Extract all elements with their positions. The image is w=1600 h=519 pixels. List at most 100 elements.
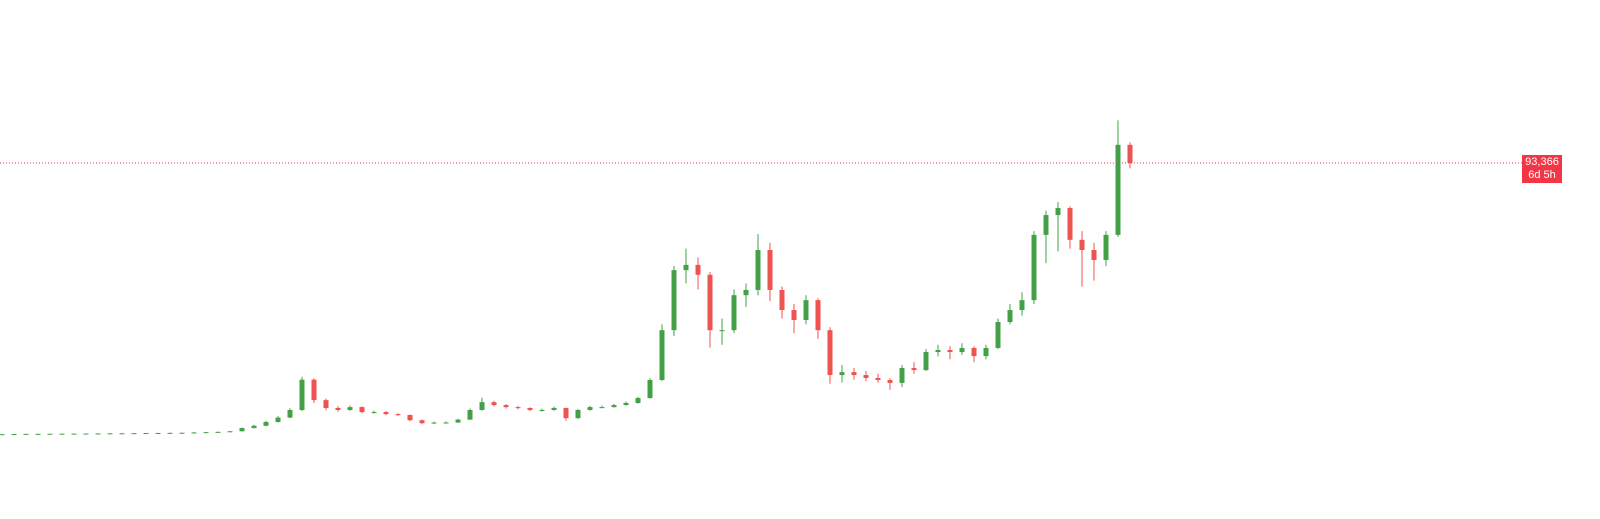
candle-body [767,250,773,290]
candle-body [599,407,605,409]
candle-body [191,432,197,434]
candle-body [791,310,797,320]
candle-body [1067,208,1073,240]
candle-body [95,433,101,435]
candle-body [275,417,281,422]
candle-body [215,431,221,433]
candle-body [371,412,377,414]
candle-body [803,300,809,320]
candles [0,120,1133,436]
candle-body [1115,144,1121,235]
candle-body [107,433,113,435]
candle-body [503,405,509,408]
candle-body [683,264,689,271]
countdown-label: 6d 5h [1528,169,1556,181]
candle-body [1055,208,1061,216]
candle-body [143,433,149,435]
candle-body [923,352,929,371]
candle-body [455,419,461,423]
candle-body [323,400,329,408]
candle-body [479,402,485,411]
candle-body [347,407,353,411]
candle-body [47,433,53,435]
candle-body [863,375,869,378]
candle-body [947,349,953,353]
last-price-box [1522,154,1562,183]
candle-body [287,410,293,418]
candle-body [419,420,425,424]
candle-body [539,410,545,412]
candle-body [695,264,701,275]
candle-body [251,425,257,429]
candle-body [1019,300,1025,311]
candle-body [407,414,413,421]
candle-body [71,433,77,435]
candle-body [263,421,269,426]
candle-body [707,274,713,331]
candle-body [575,410,581,419]
candle-body [1091,250,1097,260]
candle-body [119,433,125,435]
candle-body [887,379,893,383]
candle-body [23,433,29,435]
candle-body [851,372,857,376]
candle-body [827,330,833,376]
candle-body [1079,239,1085,251]
candle-body [623,403,629,406]
candle-body [239,428,245,432]
candle-body [83,433,89,435]
candle-body [155,432,161,434]
candle-body [911,368,917,371]
candle-body [227,431,233,433]
last-price-label: 93,366 [1525,156,1559,168]
candle-body [815,300,821,331]
candle-body [635,398,641,404]
candle-body [0,434,5,436]
candle-body [311,379,317,401]
candle-body [359,407,365,413]
candle-body [731,295,737,331]
candle-body [179,432,185,434]
candle-body [131,433,137,435]
candle-body [431,422,437,424]
candle-body [335,407,341,411]
candle-body [203,432,209,434]
candle-body [563,407,569,419]
candle-body [755,250,761,290]
candle-body [995,322,1001,348]
candle-body [671,270,677,331]
candle-body [35,433,41,435]
candle-body [491,402,497,406]
candle-body [647,379,653,399]
candle-body [659,330,665,380]
candle-body [443,422,449,424]
candle-body [983,347,989,357]
candle-body [875,377,881,380]
candle-body [839,372,845,376]
candle-body [383,412,389,415]
candle-body [467,410,473,420]
candle-body [11,434,17,436]
candle-body [1043,215,1049,235]
candle-body [59,433,65,435]
candle-body [971,347,977,357]
candle-body [1127,144,1133,163]
candle-body [779,289,785,311]
candle-body [299,379,305,411]
candle-body [743,289,749,296]
candle-body [959,347,965,353]
candle-body [167,432,173,434]
candle-body [551,407,557,411]
candle-body [935,349,941,353]
candle-body [899,368,905,383]
candle-body [719,330,725,332]
candle-body [1103,234,1109,260]
candle-body [611,405,617,408]
candle-body [1031,234,1037,301]
candle-body [395,414,401,416]
candle-body [527,407,533,411]
